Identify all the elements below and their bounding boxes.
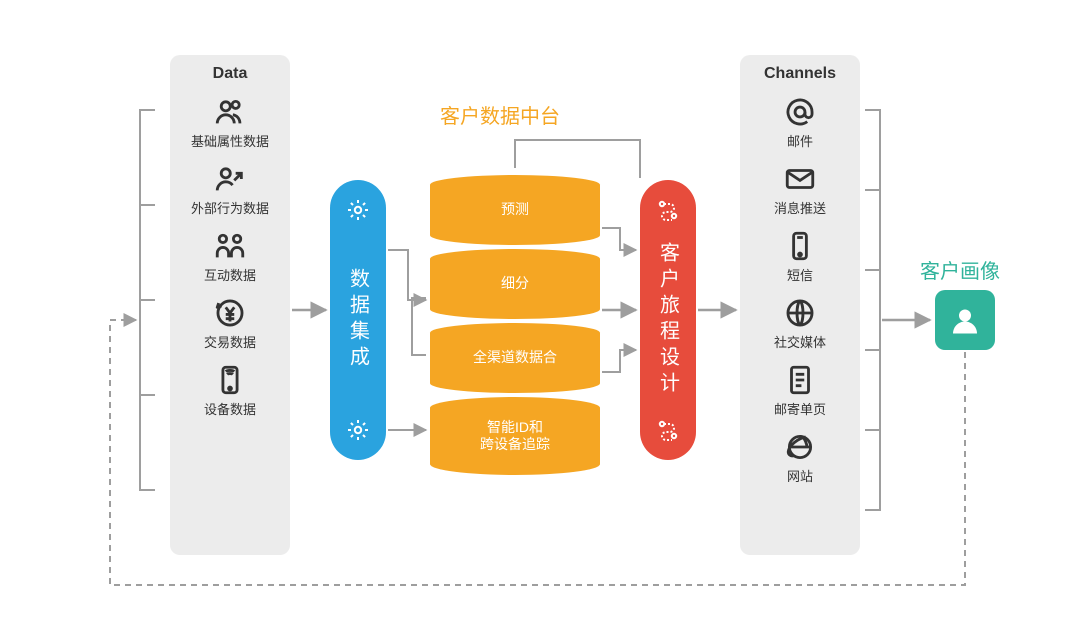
device-icon	[213, 363, 247, 397]
db-seg-segment: 细分	[430, 249, 600, 319]
channels-panel: Channels 邮件 消息推送 短信 社交媒体	[740, 55, 860, 555]
phone-icon	[783, 229, 817, 263]
ie-icon	[783, 430, 817, 464]
route-icon	[656, 198, 680, 222]
db-seg-id: 智能ID和 跨设备追踪	[430, 397, 600, 475]
route-icon	[656, 418, 680, 442]
channel-item-sms: 短信	[783, 229, 817, 284]
db-seg-omni: 全渠道数据合	[430, 323, 600, 393]
gear-icon	[346, 198, 370, 222]
channel-item-mail: 邮寄单页	[774, 363, 826, 418]
db-title: 客户数据中台	[440, 100, 560, 129]
channel-item-push: 消息推送	[774, 162, 826, 217]
data-panel: Data 基础属性数据 外部行为数据 互动数据 交易数据	[170, 55, 290, 555]
integration-pill: 数据集成	[330, 180, 386, 460]
data-item-label: 互动数据	[204, 265, 256, 284]
db-seg-predict: 预测	[430, 175, 600, 245]
channel-item-label: 邮件	[787, 131, 813, 150]
users-icon	[213, 95, 247, 129]
channel-item-label: 邮寄单页	[774, 399, 826, 418]
channel-item-label: 社交媒体	[774, 332, 826, 351]
yen-cycle-icon	[213, 296, 247, 330]
envelope-icon	[783, 162, 817, 196]
gear-icon	[346, 418, 370, 442]
data-item-external: 外部行为数据	[191, 162, 269, 217]
channels-panel-title: Channels	[764, 65, 836, 83]
integration-label: 数据集成	[344, 268, 373, 372]
channel-item-web: 网站	[783, 430, 817, 485]
data-item-interaction: 互动数据	[204, 229, 256, 284]
doc-icon	[783, 363, 817, 397]
data-item-label: 设备数据	[204, 399, 256, 418]
persona-label: 客户画像	[920, 255, 1000, 284]
db-stack: 预测 细分 全渠道数据合 智能ID和 跨设备追踪	[430, 175, 600, 475]
data-item-device: 设备数据	[204, 363, 256, 418]
data-panel-title: Data	[213, 65, 248, 83]
people-icon	[213, 229, 247, 263]
channel-item-label: 短信	[787, 265, 813, 284]
diagram-canvas: Data 基础属性数据 外部行为数据 互动数据 交易数据	[0, 0, 1080, 621]
journey-label: 客户旅程设计	[654, 242, 683, 398]
persona-tile	[935, 290, 995, 350]
data-item-transaction: 交易数据	[204, 296, 256, 351]
user-out-icon	[213, 162, 247, 196]
data-item-label: 交易数据	[204, 332, 256, 351]
channel-item-social: 社交媒体	[774, 296, 826, 351]
globe-icon	[783, 296, 817, 330]
data-item-label: 外部行为数据	[191, 198, 269, 217]
channel-item-email: 邮件	[783, 95, 817, 150]
user-icon	[947, 302, 983, 338]
channel-item-label: 消息推送	[774, 198, 826, 217]
journey-pill: 客户旅程设计	[640, 180, 696, 460]
data-item-basic: 基础属性数据	[191, 95, 269, 150]
data-item-label: 基础属性数据	[191, 131, 269, 150]
channel-item-label: 网站	[787, 466, 813, 485]
at-icon	[783, 95, 817, 129]
